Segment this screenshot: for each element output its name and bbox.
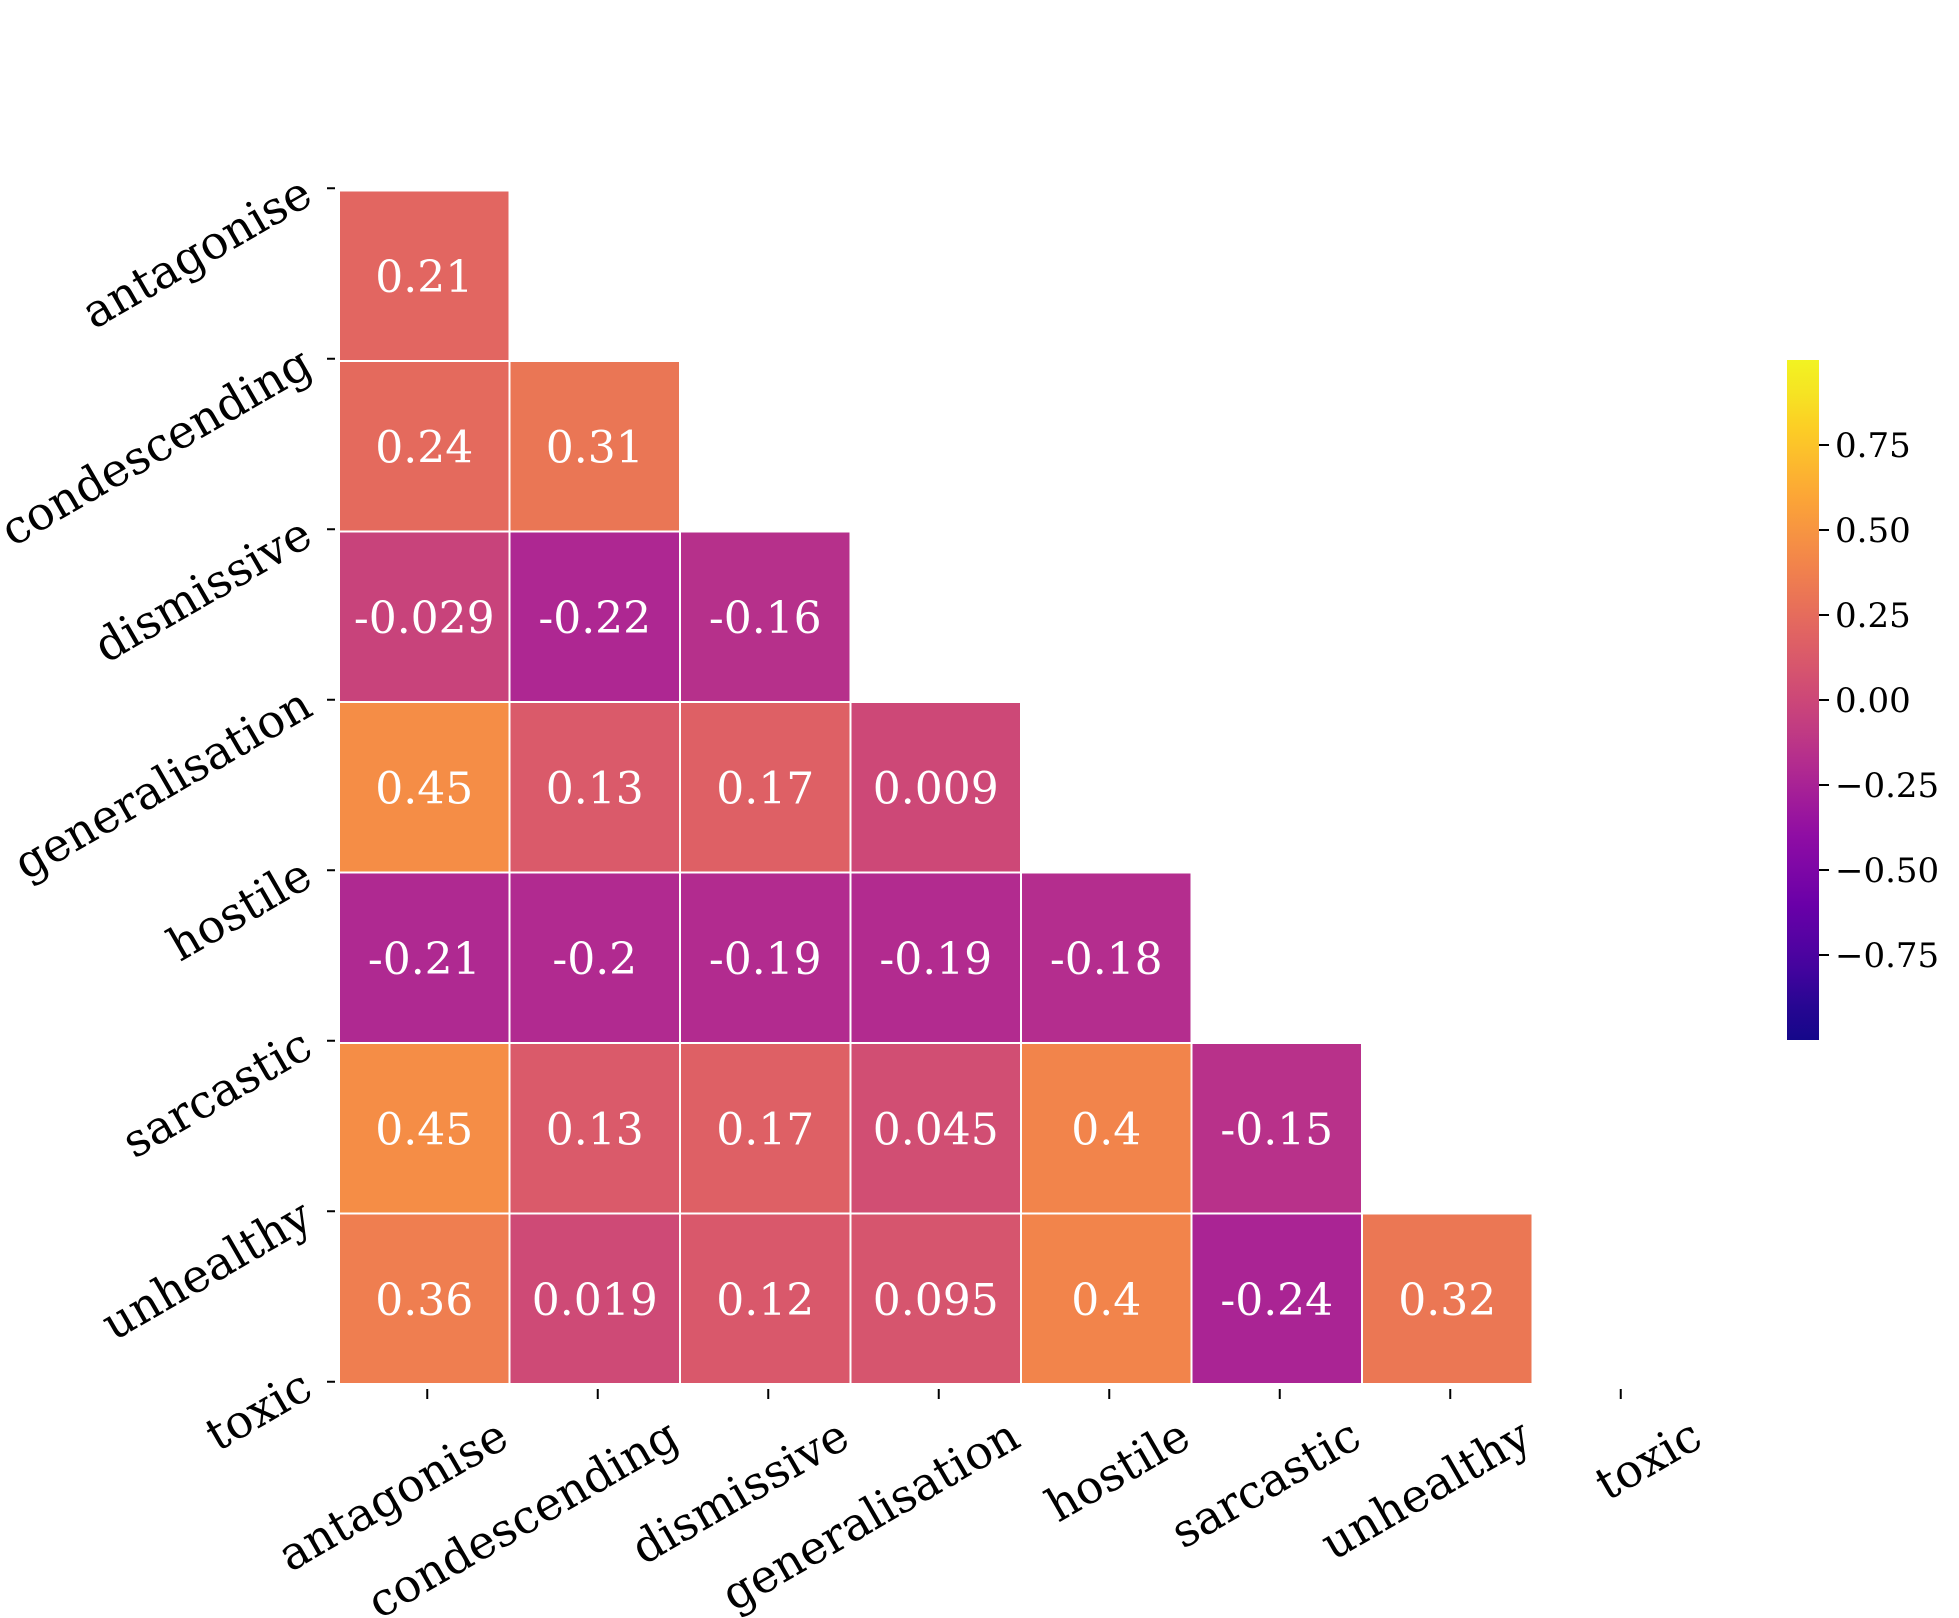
- heatmap-cell-toxic-antagonise: [338, 1212, 511, 1385]
- y-axis: antagonisecondescendingdismissivegeneral…: [0, 165, 335, 1462]
- cell-value-label: 0.32: [1398, 1275, 1496, 1326]
- cell-value-label: -0.18: [1050, 934, 1163, 985]
- cell-value-label: 0.45: [375, 1104, 473, 1155]
- x-tick-label-toxic: toxic: [1586, 1408, 1711, 1511]
- y-tick-label-unhealthy: unhealthy: [92, 1188, 320, 1351]
- colorbar-tick-label: −0.50: [1835, 851, 1939, 891]
- cell-value-label: 0.36: [375, 1275, 473, 1326]
- cell-value-label: -0.2: [552, 934, 637, 985]
- heatmap-cell-sarcastic-generalisation: [849, 871, 1022, 1044]
- x-axis: antagonisecondescendingdismissivegeneral…: [269, 1389, 1711, 1618]
- heatmap-cell-unhealthy-antagonise: [338, 1042, 511, 1215]
- cell-value-label: 0.17: [716, 1104, 814, 1155]
- cell-value-label: -0.19: [879, 934, 992, 985]
- cell-value-label: 0.019: [532, 1275, 658, 1326]
- cell-value-label: 0.045: [873, 1104, 999, 1155]
- heatmap-cell-unhealthy-condescending: [508, 1042, 681, 1215]
- heatmap-cell-toxic-condescending: [508, 1212, 681, 1385]
- heatmap-cell-unhealthy-generalisation: [849, 1042, 1022, 1215]
- heatmap-cell-hostile-condescending: [508, 701, 681, 874]
- heatmap-cell-hostile-generalisation: [849, 701, 1022, 874]
- cell-value-label: -0.19: [709, 934, 822, 985]
- heatmap-cell-unhealthy-dismissive: [679, 1042, 852, 1215]
- colorbar-tick-label: 0.50: [1835, 511, 1911, 551]
- heatmap-cell-unhealthy-sarcastic: [1190, 1042, 1363, 1215]
- heatmap-cell-toxic-generalisation: [849, 1212, 1022, 1385]
- heatmap-cell-condescending-antagonise: [338, 189, 511, 362]
- x-tick-label-generalisation: generalisation: [712, 1408, 1028, 1618]
- colorbar: 0.75 0.50 0.25 0.00 −0.25 −0.50 −0.75: [1787, 360, 1939, 1040]
- heatmap-cell-generalisation-antagonise: [338, 530, 511, 703]
- cell-value-label: 0.45: [375, 763, 473, 814]
- cell-value-label: 0.095: [873, 1275, 999, 1326]
- y-tick-label-dismissive: dismissive: [85, 506, 321, 673]
- cell-value-label: -0.15: [1220, 1104, 1333, 1155]
- heatmap-cell-toxic-unhealthy: [1361, 1212, 1534, 1385]
- cell-value-label: 0.009: [873, 763, 999, 814]
- cell-value-label: 0.24: [375, 422, 473, 473]
- cell-value-label: -0.21: [368, 934, 481, 985]
- heatmap-cell-sarcastic-hostile: [1020, 871, 1193, 1044]
- colorbar-tick-label: −0.75: [1835, 936, 1939, 976]
- colorbar-tick-label: 0.75: [1835, 426, 1911, 466]
- heatmap-cell-dismissive-antagonise: [338, 360, 511, 533]
- cell-value-label: 0.21: [375, 252, 473, 303]
- cell-value-label: -0.16: [709, 593, 822, 644]
- heatmap-cells: 0.21 0.24 0.31 -0.029 -0.22 -0.16 0.45 0.13 0.17…: [338, 189, 1534, 1385]
- cell-value-label: 0.4: [1071, 1275, 1141, 1326]
- cell-value-label: 0.12: [716, 1275, 814, 1326]
- heatmap-cell-generalisation-dismissive: [679, 530, 852, 703]
- heatmap-cell-toxic-sarcastic: [1190, 1212, 1363, 1385]
- heatmap-cell-unhealthy-hostile: [1020, 1042, 1193, 1215]
- y-tick-label-hostile: hostile: [158, 847, 320, 972]
- colorbar-gradient: [1787, 360, 1819, 1040]
- heatmap-cell-sarcastic-condescending: [508, 871, 681, 1044]
- y-tick-label-sarcastic: sarcastic: [113, 1018, 321, 1169]
- heatmap-cell-generalisation-condescending: [508, 530, 681, 703]
- cell-value-label: 0.17: [716, 763, 814, 814]
- cell-value-label: 0.13: [546, 1104, 644, 1155]
- cell-value-label: 0.4: [1071, 1104, 1141, 1155]
- colorbar-tick-label: 0.00: [1835, 681, 1911, 721]
- cell-value-label: -0.24: [1220, 1275, 1333, 1326]
- y-tick-label-antagonise: antagonise: [72, 165, 320, 339]
- colorbar-tick-label: 0.25: [1835, 596, 1911, 636]
- heatmap-cell-dismissive-condescending: [508, 360, 681, 533]
- y-tick-label-toxic: toxic: [196, 1359, 321, 1462]
- cell-value-label: -0.22: [538, 593, 651, 644]
- cell-value-label: -0.029: [354, 593, 495, 644]
- cell-value-label: 0.13: [546, 763, 644, 814]
- heatmap-cell-sarcastic-dismissive: [679, 871, 852, 1044]
- colorbar-tick-label: −0.25: [1835, 766, 1939, 806]
- cell-value-label: 0.31: [546, 422, 644, 473]
